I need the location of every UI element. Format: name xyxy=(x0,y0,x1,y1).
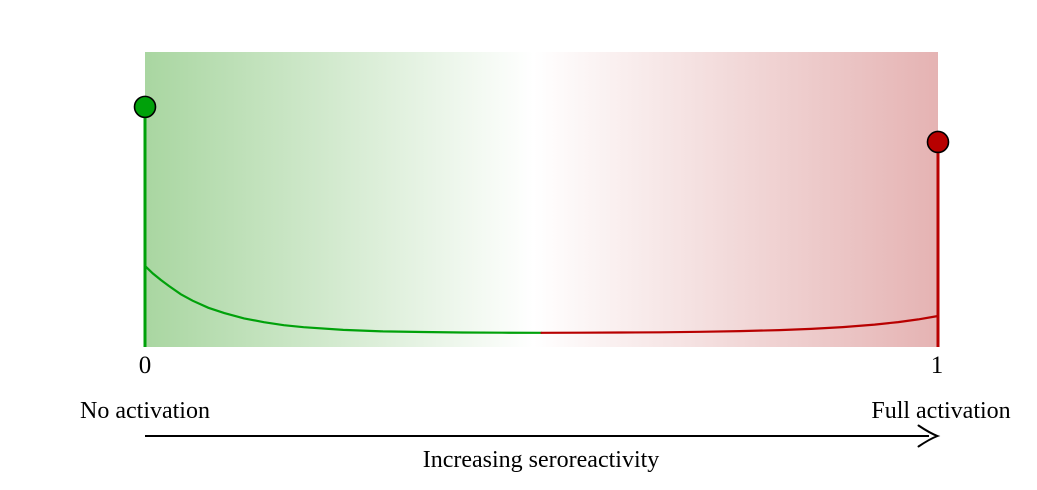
gradient-band xyxy=(145,52,938,347)
no-activation-label: No activation xyxy=(80,398,210,424)
x-axis-label: Increasing seroreactivity xyxy=(423,447,660,473)
full-activation-point-mass-marker xyxy=(926,130,950,154)
x-tick-label-0: 0 xyxy=(139,352,152,379)
no-activation-point-mass-marker xyxy=(133,95,157,119)
no-activation-density-curve xyxy=(143,264,543,334)
x-tick-label-1: 1 xyxy=(931,352,944,379)
series-layer xyxy=(133,95,950,347)
full-activation-label: Full activation xyxy=(871,398,1010,424)
full-activation-density-curve xyxy=(540,314,940,334)
x-axis-arrowhead-icon xyxy=(917,424,941,448)
